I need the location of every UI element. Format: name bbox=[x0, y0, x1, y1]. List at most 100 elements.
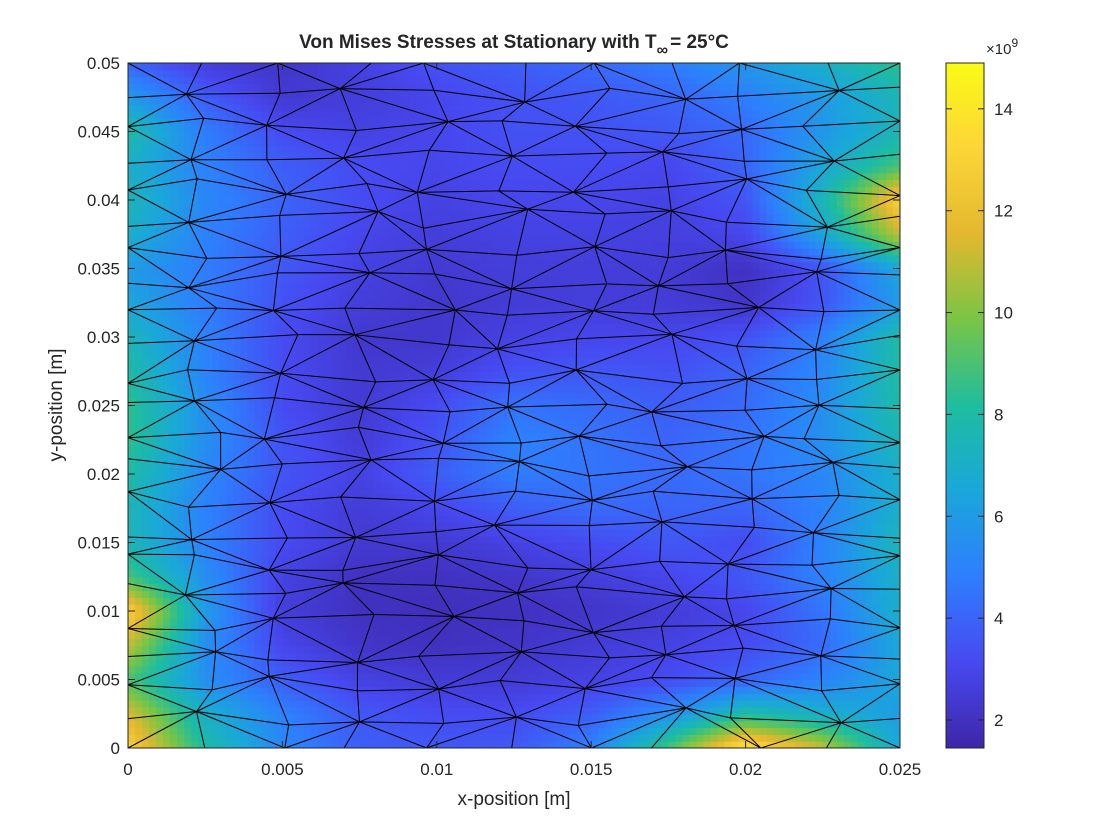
stress-cell bbox=[675, 734, 684, 742]
stress-cell bbox=[759, 741, 768, 748]
stress-cell bbox=[464, 528, 473, 537]
stress-cell bbox=[422, 583, 431, 592]
stress-cell bbox=[668, 494, 677, 502]
stress-cell bbox=[731, 576, 740, 585]
stress-cell bbox=[633, 693, 641, 701]
stress-cell bbox=[836, 446, 845, 455]
stress-cell bbox=[373, 652, 382, 660]
stress-cell bbox=[485, 727, 494, 735]
stress-cell bbox=[661, 460, 669, 468]
stress-cell bbox=[268, 734, 276, 742]
stress-cell bbox=[338, 665, 347, 674]
stress-cell bbox=[724, 679, 733, 687]
stress-cell bbox=[485, 590, 494, 598]
stress-cell bbox=[310, 535, 319, 544]
stress-cell bbox=[668, 727, 677, 735]
stress-cell bbox=[282, 693, 291, 701]
stress-cell bbox=[373, 446, 382, 455]
stress-cell bbox=[766, 446, 775, 455]
stress-cell bbox=[331, 611, 340, 619]
stress-cell bbox=[703, 528, 712, 537]
stress-cell bbox=[703, 521, 712, 530]
stress-cell bbox=[752, 515, 761, 523]
stress-cell bbox=[275, 474, 283, 482]
stress-cell bbox=[710, 604, 719, 612]
stress-cell bbox=[570, 720, 578, 729]
stress-cell bbox=[556, 665, 564, 674]
stress-cell bbox=[857, 521, 866, 530]
stress-cell bbox=[436, 727, 445, 735]
stress-cell bbox=[219, 439, 227, 448]
stress-cell bbox=[191, 515, 199, 523]
stress-cell bbox=[549, 501, 557, 509]
stress-cell bbox=[499, 645, 508, 653]
stress-cell bbox=[668, 638, 677, 646]
stress-cell bbox=[394, 741, 403, 748]
stress-cell bbox=[226, 583, 234, 592]
stress-cell bbox=[436, 720, 445, 729]
stress-cell bbox=[219, 487, 227, 496]
stress-cell bbox=[801, 741, 810, 748]
stress-cell bbox=[366, 665, 375, 674]
stress-cell bbox=[380, 713, 389, 722]
stress-cell bbox=[892, 501, 900, 509]
stress-cell bbox=[850, 439, 859, 448]
stress-cell bbox=[156, 611, 164, 619]
stress-cell bbox=[633, 706, 641, 715]
stress-cell bbox=[850, 549, 859, 557]
stress-cell bbox=[268, 597, 276, 605]
stress-cell bbox=[261, 679, 269, 687]
stress-cell bbox=[135, 686, 143, 694]
stress-cell bbox=[535, 439, 543, 448]
stress-cell bbox=[640, 446, 648, 455]
stress-cell bbox=[738, 556, 747, 564]
stress-cell bbox=[752, 638, 761, 646]
stress-cell bbox=[184, 631, 192, 639]
stress-cell bbox=[191, 741, 199, 748]
stress-cell bbox=[773, 549, 782, 557]
stress-cell bbox=[205, 487, 213, 496]
stress-cell bbox=[506, 720, 515, 729]
stress-cell bbox=[829, 576, 838, 585]
stress-cell bbox=[640, 474, 648, 482]
stress-cell bbox=[415, 720, 424, 729]
stress-cell bbox=[570, 706, 578, 715]
stress-cell bbox=[836, 583, 845, 592]
stress-cell bbox=[387, 734, 396, 742]
stress-cell bbox=[261, 453, 269, 461]
stress-cell bbox=[773, 487, 782, 496]
stress-cell bbox=[380, 583, 389, 592]
stress-cell bbox=[247, 611, 255, 619]
stress-cell bbox=[191, 576, 199, 585]
stress-cell bbox=[457, 638, 466, 646]
stress-cell bbox=[387, 542, 396, 550]
stress-cell bbox=[184, 638, 192, 646]
stress-cell bbox=[829, 631, 838, 639]
stress-cell bbox=[577, 734, 585, 742]
stress-cell bbox=[429, 446, 438, 455]
stress-cell bbox=[535, 528, 543, 537]
stress-cell bbox=[170, 645, 178, 653]
stress-cell bbox=[556, 706, 564, 715]
stress-cell bbox=[577, 556, 585, 564]
stress-cell bbox=[759, 460, 768, 468]
stress-cell bbox=[689, 453, 698, 461]
stress-cell bbox=[471, 569, 480, 578]
stress-cell bbox=[219, 480, 227, 489]
stress-cell bbox=[261, 700, 269, 708]
stress-cell bbox=[528, 713, 536, 722]
stress-cell bbox=[247, 672, 255, 681]
stress-cell bbox=[436, 706, 445, 715]
stress-cell bbox=[478, 700, 487, 708]
stress-cell bbox=[450, 467, 459, 475]
stress-cell bbox=[219, 741, 227, 748]
stress-cell bbox=[128, 713, 136, 722]
stress-cell bbox=[885, 604, 894, 612]
stress-cell bbox=[457, 515, 466, 523]
stress-cell bbox=[443, 706, 452, 715]
stress-cell bbox=[212, 645, 220, 653]
stress-cell bbox=[492, 583, 501, 592]
stress-cell bbox=[478, 624, 487, 633]
stress-cell bbox=[640, 706, 648, 715]
stress-cell bbox=[240, 604, 248, 612]
